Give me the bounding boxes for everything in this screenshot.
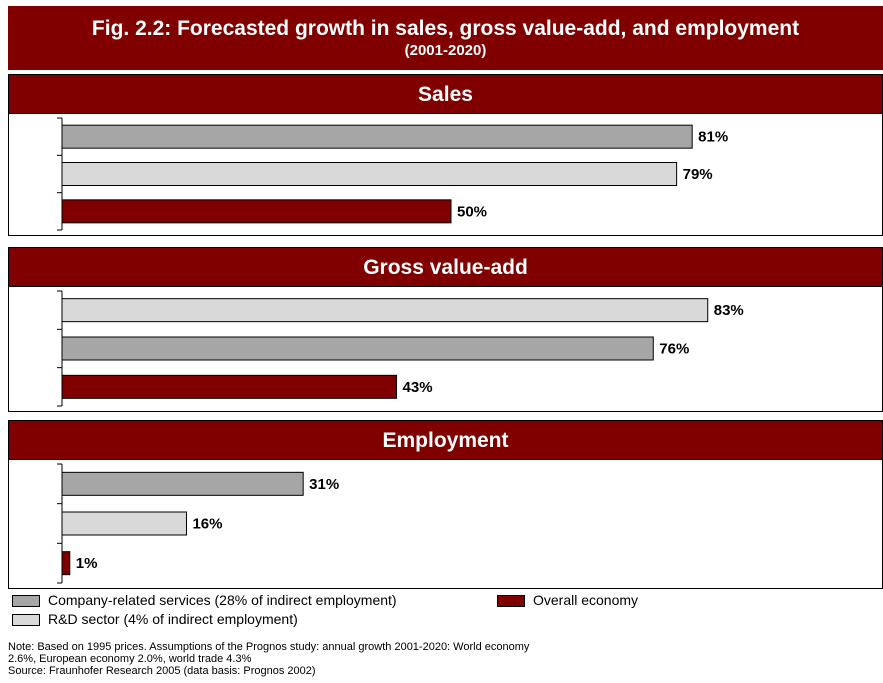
data-label-gross-value-add-company-related-services-28-of-indirect-employment: 76% [659, 341, 689, 358]
employment-panel: Employment 31% 16% 1% [8, 420, 883, 589]
gross-value-add-chart: 83% 76% 43% [57, 290, 744, 407]
data-label-gross-value-add-overall-economy: 43% [403, 379, 433, 396]
figure-title: Fig. 2.2: Forecasted growth in sales, gr… [91, 17, 800, 40]
sales-chart: 81% 79% 50% [57, 117, 728, 231]
bar-sales-overall-economy [61, 199, 452, 224]
sales-panel: Sales 81% 79% 50% [8, 74, 883, 236]
figure-notes: Note: Based on 1995 prices. Assumptions … [8, 641, 878, 677]
employment-panel-title: Employment [8, 420, 883, 460]
employment-chart: 31% 16% 1% [57, 463, 339, 584]
bar-gross-value-add-overall-economy [61, 374, 398, 399]
bar-employment-overall-economy [61, 551, 71, 576]
data-label-sales-overall-economy: 50% [457, 203, 487, 220]
bar-gross-value-add-company-related-services-28-of-indirect-employment [61, 336, 654, 361]
bar-gross-value-add-r-d-sector-4-of-indirect-employment [61, 298, 709, 323]
bar-employment-company-related-services-28-of-indirect-employment [61, 471, 304, 496]
bar-employment-r-d-sector-4-of-indirect-employment [61, 511, 187, 536]
bar-sales-company-related-services-28-of-indirect-employment [61, 124, 693, 149]
data-label-gross-value-add-r-d-sector-4-of-indirect-employment: 83% [714, 302, 744, 319]
legend-label-overall-economy: Overall economy [533, 592, 639, 608]
data-label-sales-company-related-services-28-of-indirect-employment: 81% [698, 129, 728, 146]
data-label-employment-overall-economy: 1% [76, 555, 98, 572]
data-label-employment-r-d-sector-4-of-indirect-employment: 16% [192, 516, 222, 533]
legend-swatch-overall-economy [497, 595, 525, 607]
figure-subtitle: (2001-2020) [404, 42, 487, 59]
legend-swatch-rd-sector [12, 614, 40, 626]
legend-label-rd-sector: R&D sector (4% of indirect employment) [48, 611, 298, 627]
sales-panel-title: Sales [8, 74, 883, 114]
data-label-employment-company-related-services-28-of-indirect-employment: 31% [309, 476, 339, 493]
legend-label-company-services: Company-related services (28% of indirec… [48, 592, 397, 608]
gross-value-add-panel: Gross value-add 83% 76% 43% [8, 247, 883, 412]
legend-swatch-company-services [12, 595, 40, 607]
note-line-2: 2.6%, European economy 2.0%, world trade… [8, 653, 252, 665]
data-label-sales-r-d-sector-4-of-indirect-employment: 79% [683, 166, 713, 183]
gross-value-add-panel-title: Gross value-add [8, 247, 883, 287]
bar-sales-r-d-sector-4-of-indirect-employment [61, 162, 678, 186]
figure-title-box: Fig. 2.2: Forecasted growth in sales, gr… [8, 6, 883, 70]
note-line-3: Source: Fraunhofer Research 2005 (data b… [8, 665, 316, 677]
note-line-1: Note: Based on 1995 prices. Assumptions … [8, 641, 530, 653]
